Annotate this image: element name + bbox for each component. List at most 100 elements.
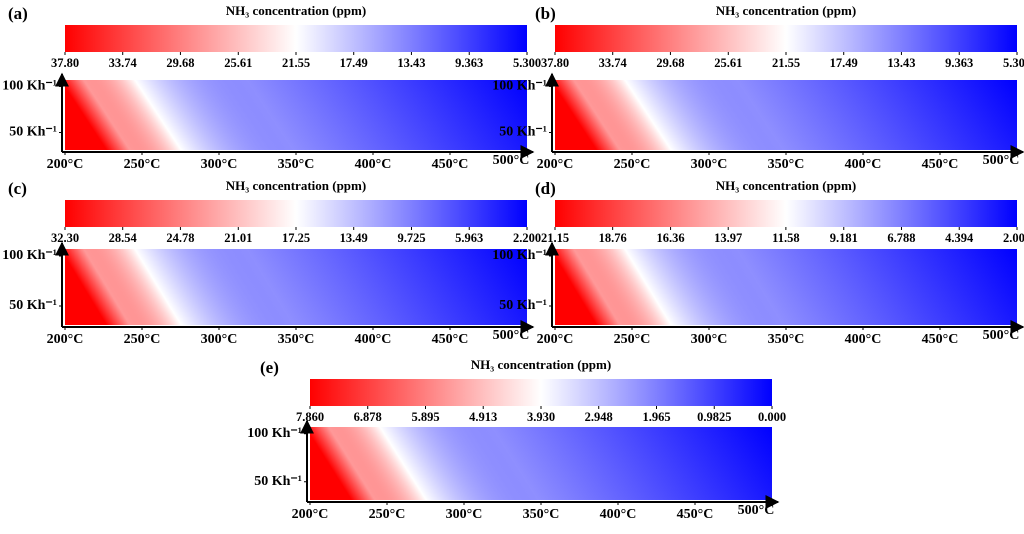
colorbar-tick-label: 5.300 xyxy=(1003,56,1024,70)
x-tick-label: 500°C xyxy=(493,153,530,168)
colorbar-title: NH₃ concentration (ppm) xyxy=(226,178,366,193)
x-tick-label: 400°C xyxy=(355,332,392,347)
colorbar-tick-label: 0.000 xyxy=(758,410,786,424)
colorbar-tick-label: 9.363 xyxy=(455,56,483,70)
x-tick-label: 350°C xyxy=(768,157,805,172)
y-tick-label: 100 Kh⁻¹ xyxy=(2,248,57,263)
colorbar-tick-label: 29.68 xyxy=(166,56,194,70)
colorbar-tick-label: 2.948 xyxy=(585,410,613,424)
x-tick-label: 500°C xyxy=(983,153,1020,168)
colorbar-tick-label: 9.725 xyxy=(397,231,425,245)
colorbar-tick-label: 11.58 xyxy=(772,231,799,245)
x-tick-label: 450°C xyxy=(432,332,469,347)
colorbar-tick-label: 7.860 xyxy=(296,410,324,424)
colorbar-tick-label: 4.394 xyxy=(945,231,974,245)
colorbar-tick-label: 13.43 xyxy=(397,56,425,70)
colorbar-tick-label: 5.300 xyxy=(513,56,541,70)
x-tick-label: 200°C xyxy=(537,332,574,347)
x-tick-label: 200°C xyxy=(292,507,329,522)
colorbar-title: NH₃ concentration (ppm) xyxy=(716,3,856,18)
colorbar-tick-label: 13.97 xyxy=(714,231,742,245)
x-tick-label: 300°C xyxy=(201,157,238,172)
x-tick-label: 450°C xyxy=(432,157,469,172)
x-tick-label: 350°C xyxy=(278,157,315,172)
x-tick-label: 200°C xyxy=(47,332,84,347)
x-tick-label: 250°C xyxy=(124,157,161,172)
panel-label: (d) xyxy=(535,179,556,198)
y-tick-label: 100 Kh⁻¹ xyxy=(492,79,547,94)
x-tick-label: 250°C xyxy=(369,507,406,522)
colorbar-tick-label: 24.78 xyxy=(166,231,194,245)
colorbar-tick-label: 2.000 xyxy=(1003,231,1024,245)
colorbar-tick-label: 37.80 xyxy=(541,56,569,70)
colorbar-tick-label: 9.181 xyxy=(830,231,858,245)
x-tick-label: 300°C xyxy=(691,332,728,347)
colorbar-tick-label: 33.74 xyxy=(599,56,628,70)
contour-field xyxy=(65,249,527,325)
contour-field xyxy=(555,249,1017,325)
colorbar-tick-label: 25.61 xyxy=(224,56,252,70)
y-tick-label: 50 Kh⁻¹ xyxy=(254,474,302,489)
x-tick-label: 300°C xyxy=(446,507,483,522)
colorbar-tick-label: 4.913 xyxy=(469,410,497,424)
x-tick-label: 350°C xyxy=(768,332,805,347)
y-tick-label: 50 Kh⁻¹ xyxy=(499,298,547,313)
colorbar-tick-label: 37.80 xyxy=(51,56,79,70)
colorbar-tick-label: 13.49 xyxy=(340,231,368,245)
x-tick-label: 200°C xyxy=(47,157,84,172)
colorbar-tick-label: 13.43 xyxy=(887,56,915,70)
colorbar-title: NH₃ concentration (ppm) xyxy=(716,178,856,193)
colorbar-tick-label: 17.49 xyxy=(340,56,368,70)
colorbar-tick-label: 5.963 xyxy=(455,231,483,245)
colorbar-tick-label: 25.61 xyxy=(714,56,742,70)
x-tick-label: 250°C xyxy=(614,157,651,172)
colorbar-title: NH₃ concentration (ppm) xyxy=(471,357,611,372)
colorbar-tick-label: 5.895 xyxy=(411,410,439,424)
contour-field xyxy=(65,80,527,150)
y-tick-label: 50 Kh⁻¹ xyxy=(9,298,57,313)
colorbar-tick-label: 21.55 xyxy=(772,56,800,70)
panel-label: (b) xyxy=(535,4,556,23)
colorbar-title: NH₃ concentration (ppm) xyxy=(226,3,366,18)
colorbar xyxy=(65,25,527,52)
y-tick-label: 100 Kh⁻¹ xyxy=(247,426,302,441)
x-tick-label: 400°C xyxy=(845,332,882,347)
y-tick-label: 100 Kh⁻¹ xyxy=(492,248,547,263)
x-tick-label: 400°C xyxy=(355,157,392,172)
y-tick-label: 100 Kh⁻¹ xyxy=(2,79,57,94)
x-tick-label: 500°C xyxy=(738,503,775,518)
colorbar-tick-label: 21.01 xyxy=(224,231,252,245)
x-tick-label: 250°C xyxy=(124,332,161,347)
colorbar-tick-label: 17.49 xyxy=(830,56,858,70)
x-tick-label: 300°C xyxy=(201,332,238,347)
x-tick-label: 450°C xyxy=(922,332,959,347)
colorbar-tick-label: 6.788 xyxy=(887,231,915,245)
x-tick-label: 200°C xyxy=(537,157,574,172)
x-tick-label: 400°C xyxy=(845,157,882,172)
contour-field xyxy=(555,80,1017,150)
colorbar-tick-label: 32.30 xyxy=(51,231,79,245)
x-tick-label: 350°C xyxy=(278,332,315,347)
colorbar-tick-label: 0.9825 xyxy=(697,410,731,424)
colorbar-tick-label: 9.363 xyxy=(945,56,973,70)
x-tick-label: 400°C xyxy=(600,507,637,522)
colorbar-tick-label: 29.68 xyxy=(656,56,684,70)
x-tick-label: 350°C xyxy=(523,507,560,522)
colorbar-tick-label: 28.54 xyxy=(109,231,138,245)
panel-label: (e) xyxy=(260,358,279,377)
colorbar-tick-label: 6.878 xyxy=(354,410,382,424)
colorbar-tick-label: 21.15 xyxy=(541,231,569,245)
contour-field xyxy=(310,427,772,500)
colorbar-tick-label: 18.76 xyxy=(599,231,627,245)
y-tick-label: 50 Kh⁻¹ xyxy=(499,125,547,140)
colorbar-tick-label: 3.930 xyxy=(527,410,555,424)
x-tick-label: 500°C xyxy=(983,328,1020,343)
colorbar-tick-label: 33.74 xyxy=(109,56,138,70)
colorbar xyxy=(65,200,527,227)
x-tick-label: 450°C xyxy=(922,157,959,172)
x-tick-label: 500°C xyxy=(493,328,530,343)
colorbar xyxy=(555,200,1017,227)
y-tick-label: 50 Kh⁻¹ xyxy=(9,125,57,140)
panel-label: (c) xyxy=(8,179,27,198)
